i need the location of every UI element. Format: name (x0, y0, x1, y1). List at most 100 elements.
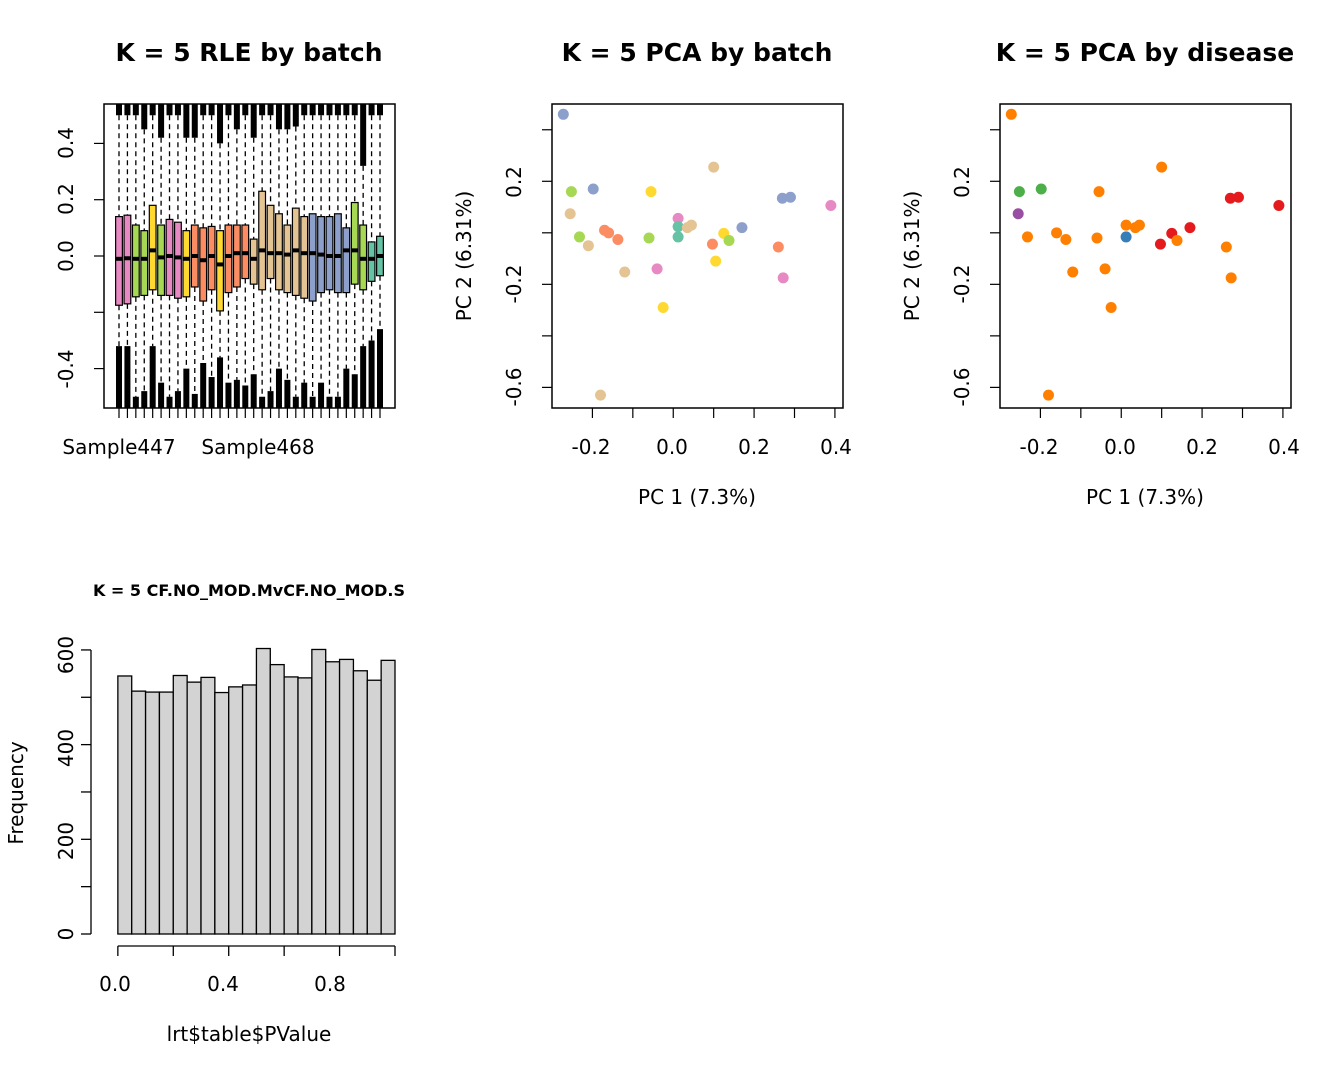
pca-disease-y-ticklabels: -0.6 -0.2 0.2 (950, 166, 974, 406)
histogram-bar (255, 647, 271, 935)
pca-batch-point (736, 222, 748, 234)
pca-disease-panel: K = 5 PCA by disease -0.2 0.0 0.2 0.4 -0… (900, 38, 1300, 509)
pca-disease-xlabel: PC 1 (7.3%) (1086, 485, 1204, 509)
pca-batch-plot-area (542, 103, 844, 418)
pca-disease-point (1156, 161, 1168, 173)
pca-batch-point (603, 227, 615, 239)
pca-disease-point (1035, 183, 1047, 195)
pca-disease-plot-frame (999, 103, 1292, 409)
pca-disease-point (1105, 302, 1117, 314)
histogram-bar (200, 676, 216, 935)
histogram-bar (380, 659, 396, 935)
rle-box (258, 190, 267, 291)
rle-box (199, 227, 208, 302)
rle-box (131, 224, 140, 298)
pca-disease-point (1184, 222, 1196, 234)
pca-batch-panel: K = 5 PCA by batch -0.2 0.0 0.2 0.4 -0.6… (452, 38, 852, 509)
pca-batch-point (573, 231, 585, 243)
histogram-bar (366, 679, 382, 935)
pca-disease-point (1232, 191, 1244, 203)
pca-batch-point (657, 302, 669, 314)
pca-disease-point (1154, 238, 1166, 250)
pca-disease-point (1225, 272, 1237, 284)
histogram-y-ticklabel: 200 (54, 822, 78, 860)
pvalue-histogram-panel: K = 5 CF.NO_MOD.MvCF.NO_MOD.S 0.0 0.4 0.… (4, 581, 405, 1046)
histogram-bar (325, 661, 341, 935)
histogram-bar (241, 684, 258, 935)
pca-disease-point (1043, 389, 1054, 401)
rle-x-ticklabels: Sample447 Sample468 (62, 435, 314, 459)
rle-y-ticklabel: 0.2 (54, 183, 78, 215)
rle-x-ticklabel-sample447: Sample447 (62, 435, 175, 459)
rle-box (173, 221, 182, 299)
rle-x-ticklabel-sample468: Sample468 (201, 435, 314, 459)
pca-disease-plot-area (990, 103, 1292, 418)
rle-box (182, 230, 191, 298)
pca-batch-ylabel: PC 2 (6.31%) (452, 191, 476, 322)
pca-batch-point (612, 234, 624, 246)
rle-box (207, 225, 216, 291)
histogram-bar (269, 663, 285, 935)
pca-batch-y-ticklabel: -0.6 (502, 367, 526, 406)
rle-box (249, 238, 258, 285)
histogram-x-ticklabel: 0.4 (207, 972, 239, 996)
pca-batch-point (777, 272, 789, 284)
pca-disease-point (1013, 186, 1025, 198)
pca-disease-y-ticklabel: -0.2 (950, 264, 974, 303)
pca-disease-y-ticklabel: 0.2 (950, 166, 974, 198)
rle-plot-area (94, 103, 396, 418)
rle-box (232, 224, 241, 288)
rle-box (157, 224, 166, 297)
histogram-bar (352, 670, 368, 935)
rle-box (342, 227, 351, 294)
rle-box (148, 204, 157, 291)
rle-box (367, 241, 376, 282)
pca-batch-point (587, 183, 599, 195)
histogram-bar (228, 686, 244, 935)
histogram-bar (186, 681, 202, 935)
pca-batch-point (723, 235, 735, 247)
pca-batch-point (651, 263, 663, 275)
histogram-plot-area (81, 647, 396, 956)
pca-batch-x-ticklabel: 0.4 (820, 435, 852, 459)
histogram-ylabel: Frequency (4, 741, 28, 844)
histogram-x-ticklabel: 0.8 (314, 972, 346, 996)
rle-boxplot-panel: K = 5 RLE by batch Sample447 Sample468 -… (54, 38, 396, 459)
pca-batch-point (776, 192, 788, 204)
rle-y-ticklabel: 0.4 (54, 127, 78, 159)
pca-batch-plot-frame (551, 103, 844, 409)
pca-disease-ylabel: PC 2 (6.31%) (900, 191, 924, 322)
histogram-y-ticklabel: 600 (54, 636, 78, 674)
rle-box (325, 215, 334, 291)
pca-batch-y-ticklabels: -0.6 -0.2 0.2 (502, 166, 526, 406)
pca-batch-point (557, 108, 569, 120)
pca-batch-point (595, 389, 606, 401)
pca-batch-point (643, 232, 655, 244)
histogram-bar (214, 691, 230, 935)
pca-batch-point (564, 208, 576, 220)
pca-batch-point (685, 219, 697, 231)
histogram-x-ticklabels: 0.0 0.4 0.8 (99, 972, 346, 996)
pca-disease-x-ticklabel: 0.4 (1268, 435, 1300, 459)
rle-y-ticklabel: -0.4 (54, 349, 78, 388)
pca-batch-point (825, 200, 837, 212)
pca-disease-point (1051, 227, 1063, 239)
pca-batch-xlabel: PC 1 (7.3%) (638, 485, 756, 509)
pca-disease-x-ticklabels: -0.2 0.0 0.2 0.4 (1019, 435, 1299, 459)
pca-batch-point (710, 255, 722, 267)
histogram-bar (144, 691, 161, 935)
histogram-bar (158, 691, 174, 935)
pca-batch-point (772, 241, 784, 253)
pca-disease-point (1171, 235, 1183, 247)
pca-batch-point (672, 212, 684, 224)
pca-batch-y-ticklabel: -0.2 (502, 264, 526, 303)
histogram-bar (297, 677, 313, 935)
rle-box (115, 215, 123, 306)
pca-batch-point (565, 186, 577, 198)
histogram-xlabel: lrt$table$PValue (167, 1022, 332, 1046)
pca-batch-point (619, 266, 631, 278)
histogram-title: K = 5 CF.NO_MOD.MvCF.NO_MOD.S (93, 581, 405, 600)
pca-disease-point (1220, 241, 1232, 253)
pca-batch-point (784, 191, 796, 203)
histogram-y-ticklabel: 400 (54, 729, 78, 767)
